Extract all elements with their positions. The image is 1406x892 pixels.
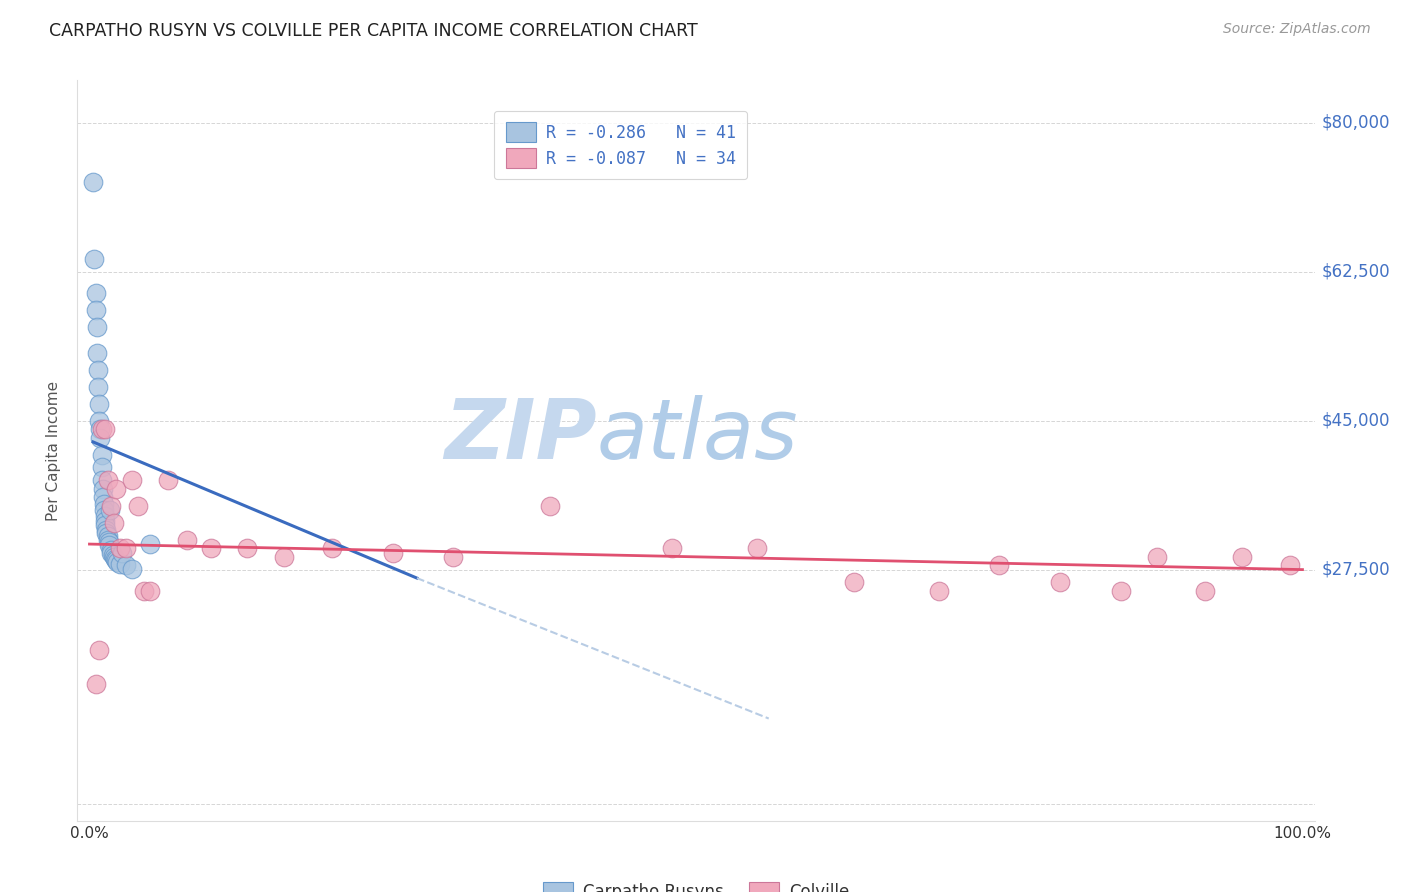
Point xyxy=(97,533,120,547)
Point xyxy=(121,473,143,487)
Point xyxy=(273,549,295,564)
Point xyxy=(86,345,108,359)
Point xyxy=(132,583,155,598)
Point xyxy=(127,499,149,513)
Point xyxy=(381,545,404,559)
Point xyxy=(93,503,115,517)
Point xyxy=(89,643,111,657)
Point xyxy=(94,422,117,436)
Point xyxy=(87,362,110,376)
Point xyxy=(96,526,118,541)
Point xyxy=(176,533,198,547)
Text: atlas: atlas xyxy=(598,395,799,476)
Text: CARPATHO RUSYN VS COLVILLE PER CAPITA INCOME CORRELATION CHART: CARPATHO RUSYN VS COLVILLE PER CAPITA IN… xyxy=(49,22,697,40)
Point xyxy=(90,448,112,462)
Point xyxy=(83,252,105,266)
Point xyxy=(97,538,120,552)
Point xyxy=(988,558,1011,573)
Text: $45,000: $45,000 xyxy=(1322,412,1391,430)
Point xyxy=(89,414,111,428)
Point xyxy=(441,549,464,564)
Point xyxy=(90,460,112,475)
Point xyxy=(94,518,117,533)
Point xyxy=(157,473,180,487)
Point xyxy=(108,541,131,556)
Point xyxy=(101,548,124,562)
Point xyxy=(94,508,117,523)
Point xyxy=(200,541,222,556)
Point xyxy=(84,677,107,691)
Point xyxy=(115,558,138,573)
Point xyxy=(100,543,122,558)
Point xyxy=(1230,549,1253,564)
Point xyxy=(90,422,112,436)
Point xyxy=(103,516,125,530)
Text: Source: ZipAtlas.com: Source: ZipAtlas.com xyxy=(1223,22,1371,37)
Point xyxy=(84,303,107,318)
Point xyxy=(1109,583,1132,598)
Point xyxy=(111,545,134,559)
Point xyxy=(236,541,259,556)
Point xyxy=(98,503,121,517)
Point xyxy=(1049,575,1071,590)
Point xyxy=(100,545,122,559)
Point xyxy=(538,499,561,513)
Point xyxy=(321,541,343,556)
Point xyxy=(661,541,683,556)
Legend: Carpatho Rusyns, Colville: Carpatho Rusyns, Colville xyxy=(534,873,858,892)
Text: ZIP: ZIP xyxy=(444,395,598,476)
Text: $62,500: $62,500 xyxy=(1322,263,1391,281)
Point xyxy=(91,490,114,504)
Point xyxy=(91,482,114,496)
Point xyxy=(96,523,118,537)
Point xyxy=(105,555,128,569)
Point xyxy=(139,537,162,551)
Point xyxy=(139,583,162,598)
Point xyxy=(121,562,143,576)
Point xyxy=(82,175,104,189)
Point xyxy=(97,473,120,487)
Point xyxy=(86,320,108,334)
Point xyxy=(1279,558,1302,573)
Point xyxy=(93,497,115,511)
Point xyxy=(89,422,111,436)
Point xyxy=(97,535,120,549)
Text: $80,000: $80,000 xyxy=(1322,114,1391,132)
Point xyxy=(97,529,120,543)
Point xyxy=(108,557,131,571)
Point xyxy=(94,514,117,528)
Point xyxy=(842,575,865,590)
Point xyxy=(928,583,950,598)
Point xyxy=(1194,583,1216,598)
Point xyxy=(100,499,122,513)
Point xyxy=(89,431,111,445)
Point xyxy=(87,379,110,393)
Point xyxy=(115,541,138,556)
Point xyxy=(105,553,128,567)
Point xyxy=(104,551,127,566)
Point xyxy=(103,549,125,564)
Text: $27,500: $27,500 xyxy=(1322,560,1391,579)
Point xyxy=(105,482,128,496)
Point xyxy=(745,541,768,556)
Point xyxy=(84,286,107,301)
Point xyxy=(90,473,112,487)
Point xyxy=(89,397,111,411)
Point xyxy=(1146,549,1168,564)
Y-axis label: Per Capita Income: Per Capita Income xyxy=(46,380,62,521)
